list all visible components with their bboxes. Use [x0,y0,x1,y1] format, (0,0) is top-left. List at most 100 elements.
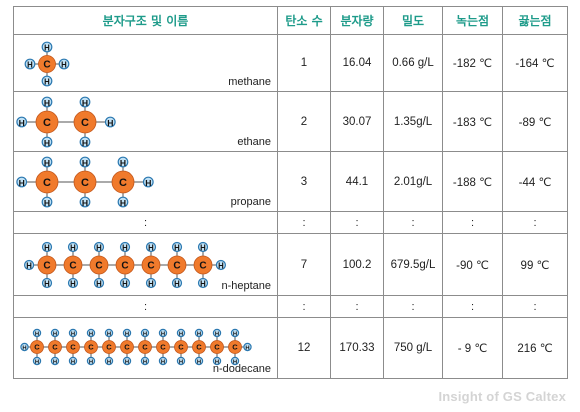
svg-text:C: C [70,343,76,352]
ellipsis-cell: : [277,211,331,234]
carbon-atom: C [193,255,213,275]
svg-text:H: H [174,244,180,253]
svg-text:H: H [107,360,111,366]
carbon-atom: C [167,255,187,275]
hydrogen-atom: H [41,96,53,108]
svg-text:C: C [124,343,130,352]
hydrogen-atom: H [16,116,28,128]
svg-text:H: H [179,332,183,338]
hydrogen-atom: H [41,196,53,208]
header-molecular-weight: 분자량 [330,6,384,35]
svg-text:H: H [44,98,50,108]
molecule-name: ethane [237,136,271,148]
hydrogen-atom: H [212,356,222,366]
header-structure-name: 분자구조 및 이름 [13,6,278,35]
hydrogen-atom: H [50,328,60,338]
carbon-atom: C [156,340,170,354]
svg-text:H: H [44,138,50,148]
boiling-point-cell: -164 ℃ [502,34,568,92]
svg-text:H: H [143,332,147,338]
density-cell: 0.66 g/L [383,34,443,92]
header-carbon-count: 탄소 수 [277,6,331,35]
carbon-atom: C [192,340,206,354]
svg-text:C: C [43,117,51,129]
carbon-count-cell: 7 [277,233,331,296]
svg-text:C: C [173,261,180,272]
hydrogen-atom: H [67,241,79,253]
melting-point-cell: - 9 ℃ [442,317,503,379]
hydrogen-atom: H [41,75,53,87]
svg-text:H: H [120,158,126,168]
svg-text:H: H [161,360,165,366]
svg-text:H: H [143,360,147,366]
boiling-point-cell: -89 ℃ [502,91,568,152]
hydrogen-atom: H [171,241,183,253]
hydrogen-atom: H [16,176,28,188]
hydrogen-atom: H [119,277,131,289]
hydrogen-atom: H [41,277,53,289]
svg-text:H: H [70,280,76,289]
carbon-atom: C [174,340,188,354]
svg-text:H: H [197,360,201,366]
carbon-atom: C [138,340,152,354]
hydrogen-atom: H [230,356,240,366]
boiling-point-cell: -44 ℃ [502,151,568,212]
hydrogen-atom: H [79,196,91,208]
svg-text:H: H [107,332,111,338]
svg-text:H: H [44,198,50,208]
ellipsis-row: : : : : : : [13,211,568,234]
svg-text:C: C [69,261,76,272]
hydrogen-atom: H [122,328,132,338]
melting-point-cell: -183 ℃ [442,91,503,152]
svg-text:C: C [52,343,58,352]
carbon-atom: C [111,170,135,194]
svg-text:H: H [197,332,201,338]
hydrogen-atom: H [86,328,96,338]
svg-text:H: H [19,118,25,128]
carbon-atom: C [120,340,134,354]
hydrogen-atom: H [117,196,129,208]
carbon-atom: C [30,340,44,354]
ellipsis-cell: : [330,211,384,234]
molecular-weight-cell: 44.1 [330,151,384,212]
svg-text:H: H [82,198,88,208]
svg-text:H: H [96,280,102,289]
hydrogen-atom: H [93,277,105,289]
svg-text:H: H [61,61,67,70]
ellipsis-row: : : : : : : [13,295,568,318]
svg-text:C: C [121,261,128,272]
melting-point-cell: -90 ℃ [442,233,503,296]
svg-text:H: H [22,346,26,352]
ellipsis-cell: : [383,295,443,318]
svg-text:H: H [44,78,50,87]
svg-text:H: H [26,262,32,271]
hydrogen-atom: H [194,356,204,366]
svg-text:H: H [89,360,93,366]
svg-text:H: H [161,332,165,338]
hydrogen-atom: H [230,328,240,338]
carbon-atom: C [38,55,56,73]
carbon-atom: C [66,340,80,354]
svg-text:H: H [82,158,88,168]
hydrogen-atom: H [176,356,186,366]
svg-text:H: H [19,178,25,188]
hydrogen-atom: H [142,176,154,188]
hydrogen-atom: H [119,241,131,253]
svg-text:H: H [53,360,57,366]
molecule-name: propane [230,196,271,208]
hydrogen-atom: H [243,342,252,352]
hydrogen-atom: H [79,136,91,148]
ellipsis-cell: : [277,295,331,318]
hydrogen-atom: H [24,259,35,271]
watermark: Insight of GS Caltex [438,389,566,404]
hydrogen-atom: H [41,41,53,53]
hydrogen-atom: H [50,356,60,366]
svg-text:H: H [44,44,50,53]
svg-text:H: H [53,332,57,338]
svg-text:H: H [35,332,39,338]
svg-text:C: C [88,343,94,352]
